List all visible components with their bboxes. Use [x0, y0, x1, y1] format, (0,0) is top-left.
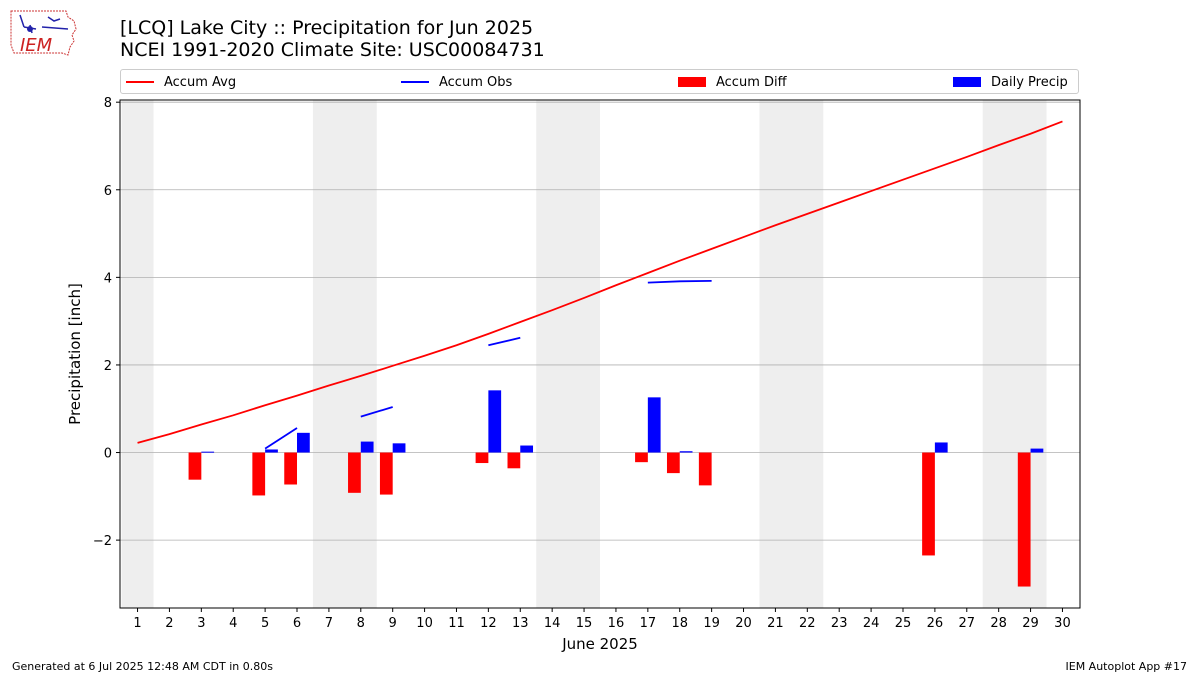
- accum-obs-segment-0: [264, 427, 298, 450]
- title-line-1: [LCQ] Lake City :: Precipitation for Jun…: [120, 17, 534, 39]
- weekend-band-1: [312, 100, 377, 608]
- x-tick-label-29: 29: [1022, 616, 1039, 631]
- x-tick-label-4: 4: [229, 616, 237, 631]
- x-tick-label-13: 13: [512, 616, 529, 631]
- daily-precip-bar-13: [520, 445, 534, 453]
- footer-app: IEM Autoplot App #17: [1065, 660, 1188, 673]
- legend-label-accum-obs: Accum Obs: [439, 74, 513, 90]
- x-tick-label-12: 12: [480, 616, 497, 631]
- legend-item-accum-avg: Accum Avg: [126, 73, 236, 91]
- x-tick-label-3: 3: [197, 616, 205, 631]
- x-tick-label-16: 16: [608, 616, 625, 631]
- accum-diff-bar-26: [922, 452, 935, 556]
- daily-precip-bar-26: [934, 442, 948, 453]
- x-tick-label-24: 24: [863, 616, 880, 631]
- logo-text: IEM: [20, 35, 53, 56]
- daily-precip-bar-8: [360, 441, 374, 453]
- y-tick-label-8: 8: [104, 96, 112, 111]
- accum-diff-bar-8: [348, 452, 361, 493]
- accum-diff-bar-6: [284, 452, 298, 485]
- accum-diff-bar-17: [635, 452, 648, 463]
- x-axis-label: June 2025: [561, 635, 638, 653]
- daily-precip-bar-6: [297, 432, 310, 453]
- x-tick-label-10: 10: [416, 616, 433, 631]
- x-tick-label-23: 23: [831, 616, 848, 631]
- footer-generated: Generated at 6 Jul 2025 12:48 AM CDT in …: [12, 660, 273, 673]
- accum-obs-segment-1: [360, 406, 393, 418]
- x-tick-label-5: 5: [261, 616, 269, 631]
- x-tick-label-17: 17: [640, 616, 657, 631]
- x-tick-label-25: 25: [895, 616, 912, 631]
- x-tick-label-19: 19: [703, 616, 720, 631]
- accum-diff-bar-13: [507, 452, 521, 469]
- legend-item-accum-obs: Accum Obs: [401, 73, 512, 91]
- daily-precip-bar-18: [679, 451, 693, 453]
- accum-diff-bar-29: [1017, 452, 1031, 587]
- x-tick-label-11: 11: [448, 616, 465, 631]
- y-tick-label-4: 4: [104, 271, 112, 286]
- legend-item-daily-precip: Daily Precip: [953, 73, 1068, 91]
- y-tick-label-0: 0: [104, 447, 112, 462]
- legend-label-accum-avg: Accum Avg: [164, 74, 237, 90]
- daily-precip-bar-17: [647, 397, 661, 453]
- accum-obs-segment-3: [647, 279, 712, 284]
- x-tick-label-7: 7: [325, 616, 333, 631]
- iem-logo: IEM: [10, 10, 77, 56]
- x-tick-label-1: 1: [133, 616, 141, 631]
- y-tick-label-2: 2: [104, 359, 112, 374]
- daily-precip-bar-29: [1030, 448, 1044, 453]
- plot-frame: [119, 99, 1081, 609]
- x-tick-label-26: 26: [927, 616, 944, 631]
- legend-swatch-accum-diff: [678, 77, 706, 87]
- iowa-outline-icon: [10, 10, 77, 56]
- accum-diff-bar-12: [475, 452, 489, 464]
- x-tick-label-20: 20: [735, 616, 752, 631]
- x-tick-label-8: 8: [357, 616, 365, 631]
- legend: Accum Avg Accum Obs Accum Diff Daily Pre…: [120, 69, 1079, 94]
- x-tick-label-21: 21: [767, 616, 784, 631]
- legend-swatch-accum-avg: [126, 81, 154, 83]
- x-tick-label-14: 14: [544, 616, 561, 631]
- legend-item-accum-diff: Accum Diff: [678, 73, 787, 91]
- y-axis-label: Precipitation [inch]: [66, 283, 84, 425]
- accum-diff-bar-9: [379, 452, 393, 495]
- x-tick-label-9: 9: [389, 616, 397, 631]
- accum-diff-bar-5: [252, 452, 266, 496]
- weekend-band-4: [982, 100, 1047, 608]
- legend-label-accum-diff: Accum Diff: [716, 74, 787, 90]
- legend-swatch-daily-precip: [953, 77, 981, 87]
- weekend-band-3: [759, 100, 824, 608]
- daily-precip-bar-5: [265, 449, 278, 453]
- x-tick-label-6: 6: [293, 616, 301, 631]
- weekend-band-2: [536, 100, 600, 608]
- accum-diff-bar-18: [666, 452, 680, 474]
- y-tick-label--2: −2: [93, 534, 112, 549]
- accum-obs-segment-2: [488, 336, 521, 347]
- daily-precip-bar-9: [392, 443, 406, 453]
- legend-swatch-accum-obs: [401, 81, 429, 83]
- x-tick-label-15: 15: [576, 616, 593, 631]
- weekend-band-0: [121, 100, 154, 608]
- legend-label-daily-precip: Daily Precip: [991, 74, 1068, 90]
- x-tick-label-28: 28: [990, 616, 1007, 631]
- x-tick-label-27: 27: [959, 616, 976, 631]
- accum-diff-bar-19: [698, 452, 712, 486]
- y-tick-label-6: 6: [104, 184, 112, 199]
- title-line-2: NCEI 1991-2020 Climate Site: USC00084731: [120, 39, 545, 61]
- accum-diff-bar-3: [188, 452, 202, 480]
- x-tick-label-18: 18: [671, 616, 688, 631]
- x-tick-label-30: 30: [1054, 616, 1071, 631]
- accum-avg-line: [137, 120, 1063, 444]
- daily-precip-bar-12: [488, 390, 502, 453]
- daily-precip-bar-3: [201, 451, 215, 453]
- x-tick-label-22: 22: [799, 616, 816, 631]
- x-tick-label-2: 2: [165, 616, 173, 631]
- chart-title: [LCQ] Lake City :: Precipitation for Jun…: [120, 17, 545, 61]
